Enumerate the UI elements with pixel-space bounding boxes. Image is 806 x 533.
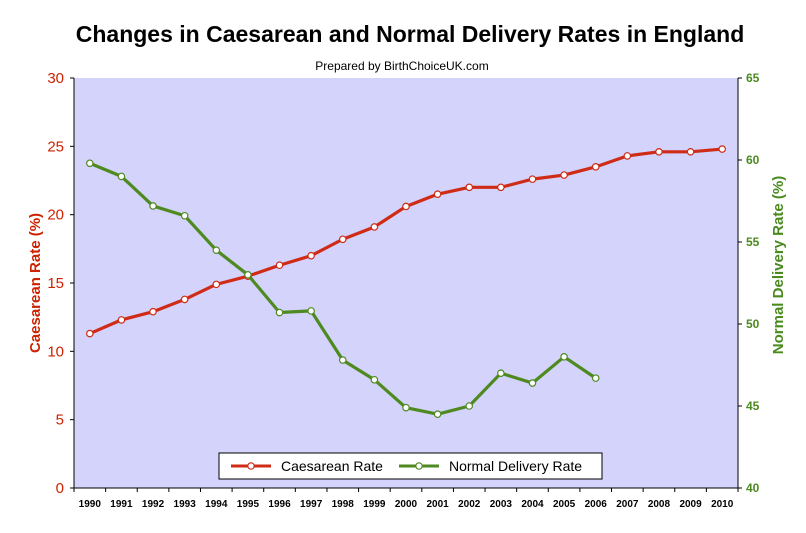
x-tick-label: 1994: [205, 499, 228, 510]
x-tick-label: 1991: [110, 499, 133, 510]
normal-delivery-data-point: [275, 308, 284, 317]
legend-label-normal-delivery: Normal Delivery Rate: [449, 458, 582, 474]
caesarean-data-point: [402, 202, 410, 211]
x-tick-label: 2007: [616, 499, 639, 510]
normal-delivery-data-point: [307, 307, 315, 315]
right-tick-label: 65: [746, 71, 760, 85]
legend-label-caesarean: Caesarean Rate: [281, 458, 383, 474]
caesarean-data-point: [86, 329, 94, 338]
normal-delivery-data-point: [465, 402, 474, 410]
caesarean-data-point: [528, 175, 537, 183]
x-tick-label: 1998: [332, 499, 355, 510]
left-tick-label: 15: [47, 275, 64, 292]
left-tick-label: 5: [56, 412, 64, 429]
caesarean-data-point: [465, 183, 474, 192]
x-tick-label: 1996: [268, 499, 291, 510]
right-tick-label: 45: [746, 399, 760, 413]
left-tick-label: 20: [47, 207, 64, 224]
caesarean-data-point: [591, 163, 600, 171]
chart-subtitle: Prepared by BirthChoiceUK.com: [315, 59, 488, 73]
x-tick-label: 2001: [426, 499, 449, 510]
caesarean-data-point: [307, 251, 315, 260]
x-tick-label: 2006: [585, 499, 608, 510]
caesarean-data-point: [212, 280, 221, 289]
left-axis-label: Caesarean Rate (%): [27, 213, 44, 353]
normal-delivery-data-point: [433, 410, 442, 419]
legend-marker-normal-delivery: [415, 462, 423, 470]
normal-delivery-data-point: [528, 379, 537, 387]
normal-delivery-data-point: [149, 202, 157, 210]
caesarean-data-point: [149, 307, 157, 316]
x-tick-label: 1990: [79, 499, 102, 510]
caesarean-data-point: [180, 295, 189, 304]
caesarean-data-point: [655, 148, 663, 156]
normal-delivery-data-point: [117, 172, 126, 181]
right-tick-label: 50: [746, 317, 760, 331]
caesarean-data-point: [718, 145, 726, 153]
x-tick-label: 2004: [521, 499, 544, 510]
chart-title: Changes in Caesarean and Normal Delivery…: [76, 21, 745, 47]
left-tick-label: 0: [56, 480, 64, 497]
right-tick-label: 40: [746, 481, 760, 495]
legend: Caesarean Rate Normal Delivery Rate: [218, 452, 603, 480]
normal-delivery-data-point: [560, 352, 568, 361]
normal-delivery-data-point: [591, 374, 600, 382]
x-tick-label: 2008: [648, 499, 671, 510]
right-tick-label: 60: [746, 153, 760, 167]
left-tick-label: 25: [47, 138, 64, 155]
x-tick-label: 1997: [300, 499, 323, 510]
x-tick-label: 1995: [237, 499, 260, 510]
caesarean-data-point: [497, 183, 505, 192]
x-tick-label: 2010: [711, 499, 734, 510]
x-tick-label: 2003: [490, 499, 513, 510]
caesarean-data-point: [370, 223, 379, 231]
x-tick-label: 1992: [142, 499, 165, 510]
x-tick-label: 2009: [679, 499, 702, 510]
normal-delivery-data-point: [212, 246, 221, 255]
legend-marker-caesarean: [247, 462, 255, 470]
x-tick-label: 2000: [395, 499, 418, 510]
caesarean-data-point: [560, 171, 568, 179]
right-tick-label: 55: [746, 235, 760, 249]
left-tick-label: 30: [47, 70, 64, 87]
caesarean-data-point: [433, 190, 442, 198]
caesarean-data-point: [623, 152, 632, 160]
x-tick-label: 2002: [458, 499, 481, 510]
normal-delivery-data-point: [370, 375, 379, 384]
normal-delivery-data-point: [497, 369, 505, 378]
plot-area: [74, 78, 738, 488]
x-tick-label: 1999: [363, 499, 386, 510]
x-tick-label: 1993: [174, 499, 197, 510]
x-tick-label: 2005: [553, 499, 576, 510]
normal-delivery-data-point: [244, 270, 252, 279]
normal-delivery-data-point: [402, 403, 410, 412]
normal-delivery-data-point: [180, 211, 189, 220]
caesarean-data-point: [275, 261, 284, 270]
left-tick-label: 10: [47, 343, 64, 360]
normal-delivery-data-point: [338, 356, 347, 364]
caesarean-data-point: [686, 148, 695, 156]
right-axis-label: Normal Delivery Rate (%): [770, 176, 787, 354]
caesarean-data-point: [338, 235, 347, 244]
normal-delivery-data-point: [86, 159, 94, 168]
caesarean-data-point: [117, 316, 126, 324]
